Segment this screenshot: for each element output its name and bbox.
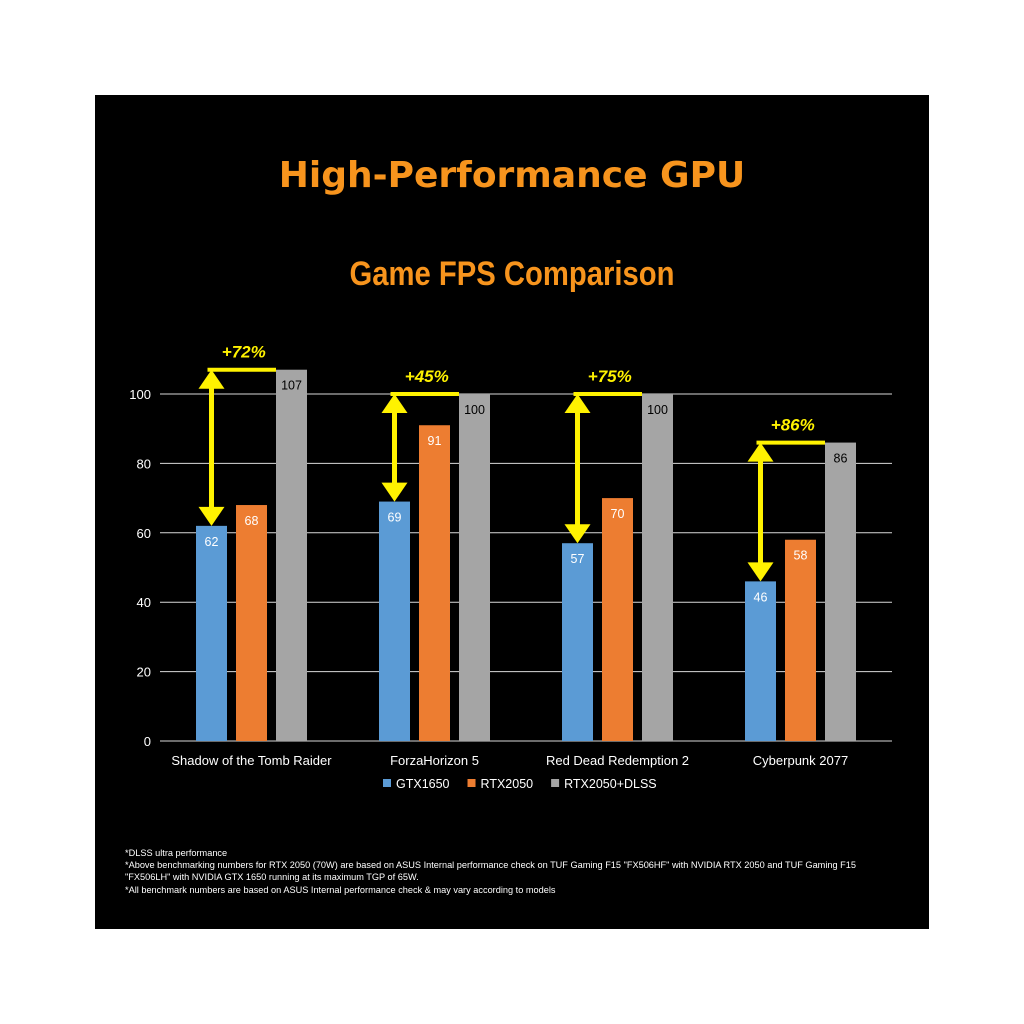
bar-gtx1650 (745, 581, 776, 741)
data-label: 100 (647, 403, 668, 417)
arrow-shaft (209, 386, 214, 509)
arrow-head-up (381, 394, 408, 413)
x-tick-label: Shadow of the Tomb Raider (171, 753, 332, 768)
fps-bar-chart: 0 20 40 60 80 100 62 68 107 Shadow of the Tomb Ra… (129, 343, 892, 791)
bar-gtx1650 (196, 525, 227, 741)
arrow-head-down (747, 562, 774, 582)
bar-rtx2050-dlss (642, 394, 673, 741)
legend-label: RTX2050 (481, 777, 534, 791)
data-label: 70 (611, 507, 625, 521)
footnote: *All benchmark numbers are based on ASUS… (125, 884, 556, 895)
bar-rtx2050 (785, 539, 816, 741)
data-label: 91 (428, 434, 442, 448)
bar-rtx2050-dlss (825, 442, 856, 741)
bar-rtx2050 (236, 505, 267, 741)
footnote: "FX506LH" with NVIDIA GTX 1650 running a… (125, 872, 419, 883)
data-label: 69 (388, 511, 402, 525)
data-label: 86 (834, 452, 848, 466)
y-tick-label: 20 (137, 665, 151, 680)
data-label: 62 (205, 535, 219, 549)
footnote: *DLSS ultra performance (125, 848, 228, 858)
data-label: 107 (281, 379, 302, 393)
arrow-head-up (564, 394, 591, 413)
legend-swatch (551, 779, 560, 787)
y-tick-label: 100 (129, 387, 151, 402)
legend-swatch (383, 779, 391, 787)
x-tick-label: Cyberpunk 2077 (753, 753, 848, 768)
arrow-head-up (198, 369, 225, 389)
arrow-shaft (758, 459, 763, 565)
chart-subtitle: Game FPS Comparison (349, 255, 675, 293)
bar-rtx2050-dlss (276, 369, 307, 741)
percent-annotation: +72% (222, 343, 266, 362)
percent-annotation: +86% (771, 416, 815, 435)
footnote: *Above benchmarking numbers for RTX 2050… (125, 860, 856, 871)
legend-swatch (467, 779, 476, 787)
data-label: 68 (245, 514, 259, 528)
percent-annotation: +75% (588, 367, 632, 386)
bar-gtx1650 (562, 543, 593, 741)
chart-title: High-Performance GPU (278, 155, 746, 196)
data-label: 58 (794, 549, 808, 563)
y-tick-label: 40 (137, 595, 151, 610)
chart-panel: High-Performance GPU Game FPS Comparison… (95, 95, 929, 929)
arrow-head-up (747, 442, 774, 462)
footnotes: *DLSS ultra performance *Above benchmark… (125, 847, 915, 896)
bar-rtx2050 (602, 498, 633, 741)
data-label: 57 (571, 552, 585, 566)
arrow-shaft (575, 411, 580, 527)
bar-rtx2050-dlss (459, 394, 490, 741)
x-tick-label: ForzaHorizon 5 (390, 753, 479, 768)
legend-label: RTX2050+DLSS (564, 777, 657, 791)
arrow-head-down (381, 482, 408, 502)
data-label: 100 (464, 403, 485, 417)
arrow-head-down (198, 506, 225, 526)
x-tick-label: Red Dead Redemption 2 (546, 753, 689, 768)
legend-label: GTX1650 (396, 777, 450, 791)
bar-rtx2050 (419, 425, 450, 741)
percent-annotation: +45% (405, 367, 449, 386)
y-tick-label: 0 (144, 734, 151, 749)
y-tick-label: 60 (137, 526, 151, 541)
bar-gtx1650 (379, 501, 410, 741)
data-label: 46 (754, 590, 768, 604)
arrow-head-down (564, 524, 591, 544)
y-tick-label: 80 (137, 456, 151, 471)
arrow-shaft (392, 411, 397, 485)
